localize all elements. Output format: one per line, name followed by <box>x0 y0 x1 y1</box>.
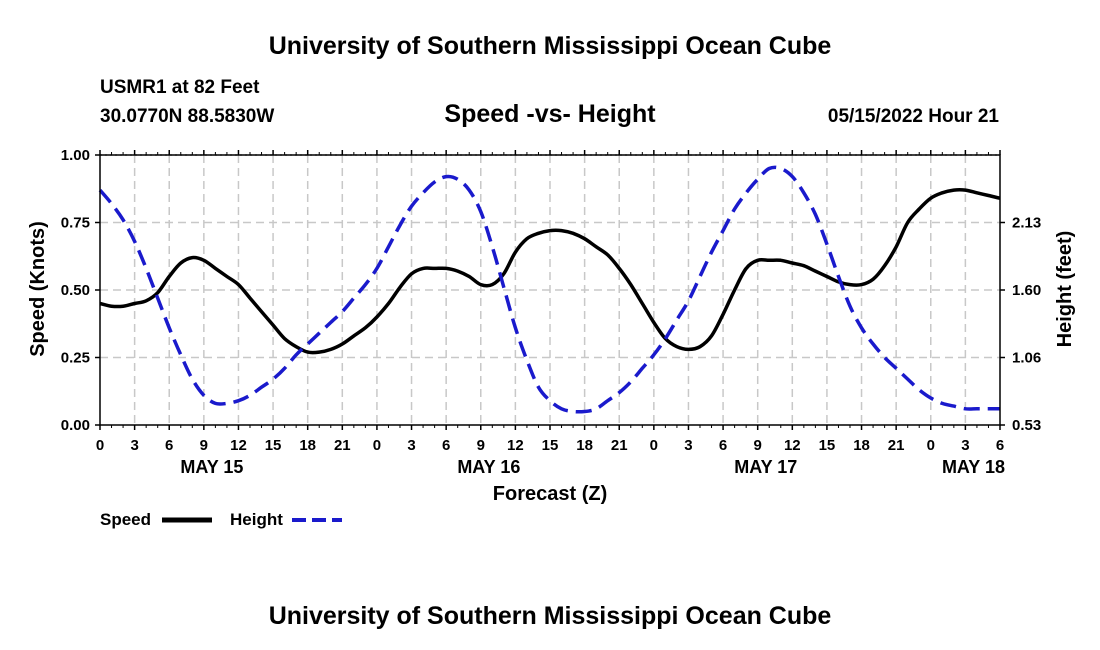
x-tick-label: 6 <box>996 437 1004 454</box>
grid <box>100 154 1000 425</box>
footer-title: University of Southern Mississippi Ocean… <box>268 602 832 630</box>
x-tick-label: 15 <box>819 437 836 454</box>
x-tick-label: 6 <box>442 437 450 454</box>
x-tick-label: 18 <box>853 437 870 454</box>
x-tick-label: 3 <box>684 437 692 454</box>
date-label: MAY 15 <box>180 457 243 477</box>
x-tick-label: 21 <box>334 437 351 454</box>
x-tick-label: 6 <box>165 437 173 454</box>
x-tick-label: 3 <box>130 437 138 454</box>
x-tick-label: 0 <box>96 437 104 454</box>
date-label: MAY 18 <box>942 457 1005 477</box>
y-tick-label: 0.50 <box>61 282 90 299</box>
y2-tick-label: 0.53 <box>1012 417 1041 434</box>
x-tick-label: 12 <box>507 437 524 454</box>
x-tick-label: 9 <box>754 437 762 454</box>
x-tick-label: 18 <box>299 437 316 454</box>
x-tick-label: 3 <box>961 437 969 454</box>
x-tick-label: 21 <box>611 437 628 454</box>
x-axis-title: Forecast (Z) <box>493 483 607 505</box>
series-line-speed <box>99 187 1001 355</box>
y-tick-label: 0.75 <box>61 215 90 232</box>
x-tick-label: 18 <box>576 437 593 454</box>
x-tick-label: 9 <box>200 437 208 454</box>
x-tick-label: 21 <box>888 437 905 454</box>
x-tick-label: 0 <box>373 437 381 454</box>
series-line-height <box>98 165 1000 414</box>
legend-speed-label: Speed <box>100 510 151 529</box>
y2-tick-label: 1.06 <box>1012 350 1041 367</box>
y2-tick-label: 1.60 <box>1012 282 1041 299</box>
x-tick-label: 6 <box>719 437 727 454</box>
x-tick-label: 15 <box>265 437 282 454</box>
axis-ticks: 0 3 6 9 12 15 18 21 0 3 6 9 12 15 18 21 0 3 6 9 12 15 18 21 0 3 6M… <box>61 147 1041 477</box>
x-tick-label: 12 <box>230 437 247 454</box>
x-tick-label: 15 <box>542 437 559 454</box>
y-tick-label: 0.00 <box>61 417 90 434</box>
legend-height-label: Height <box>230 510 283 529</box>
coordinates-label: 30.0770N 88.5830W <box>100 106 275 127</box>
datetime-label: 05/15/2022 Hour 21 <box>827 106 999 127</box>
x-tick-label: 0 <box>927 437 935 454</box>
station-label: USMR1 at 82 Feet <box>100 77 260 98</box>
x-tick-label: 12 <box>784 437 801 454</box>
chart-title: Speed -vs- Height <box>444 100 656 128</box>
x-tick-label: 9 <box>477 437 485 454</box>
page-title: University of Southern Mississippi Ocean… <box>268 32 832 60</box>
y2-tick-label: 2.13 <box>1012 215 1041 232</box>
legend: Speed Height <box>100 510 342 529</box>
series-layer <box>98 165 1001 414</box>
x-tick-label: 0 <box>650 437 658 454</box>
x-tick-label: 3 <box>407 437 415 454</box>
date-label: MAY 16 <box>457 457 520 477</box>
y2-axis-title: Height (feet) <box>1054 231 1076 348</box>
y-tick-label: 1.00 <box>61 147 90 164</box>
y-tick-label: 0.25 <box>61 350 90 367</box>
date-label: MAY 17 <box>734 457 797 477</box>
y-axis-title: Speed (Knots) <box>27 221 49 357</box>
